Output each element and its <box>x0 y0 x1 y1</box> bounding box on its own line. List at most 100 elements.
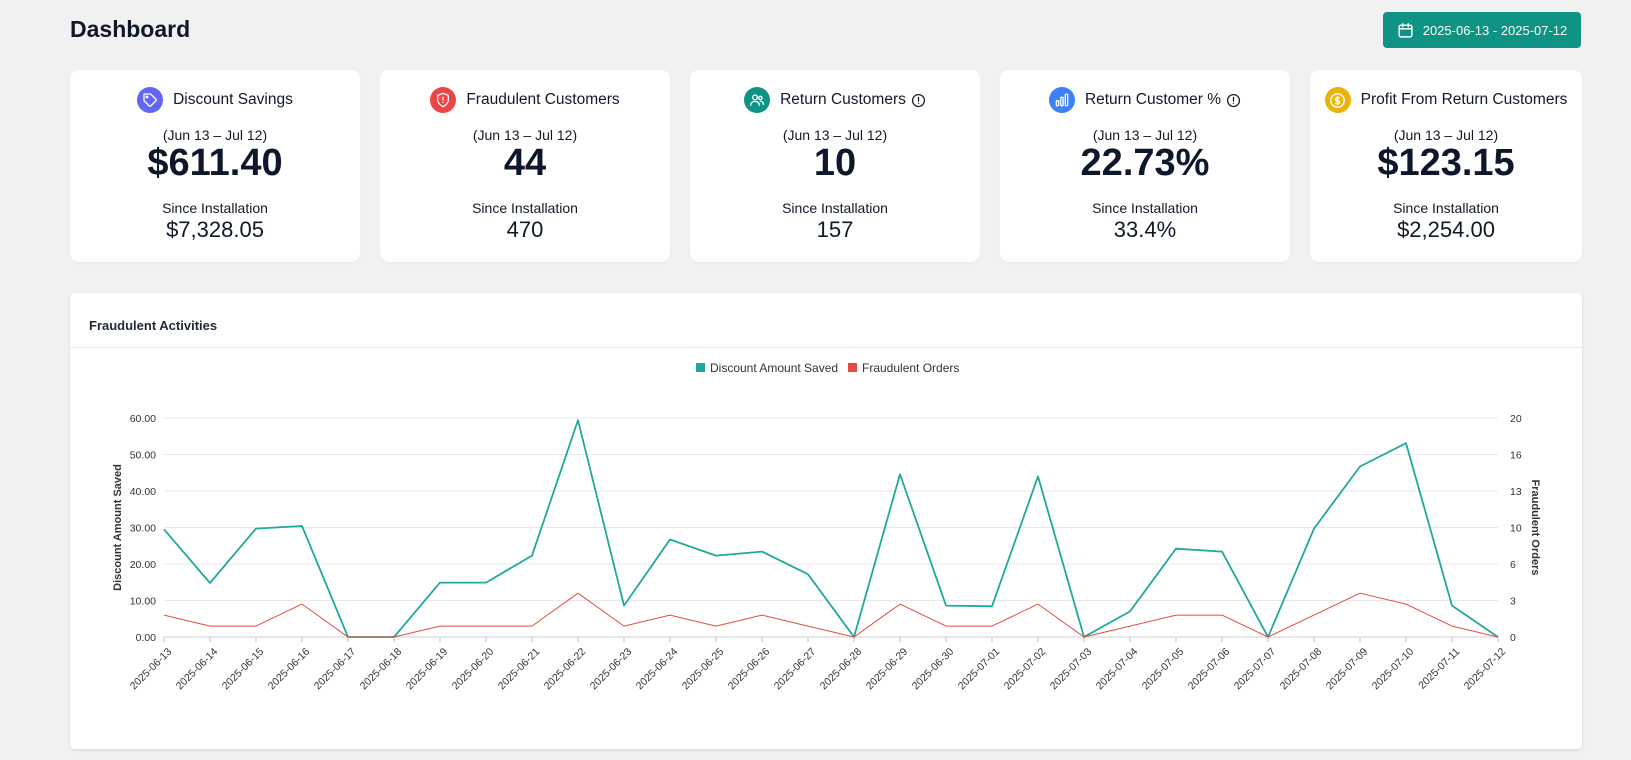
x-tick-label: 2025-06-23 <box>588 646 635 693</box>
info-icon[interactable] <box>1226 93 1241 108</box>
y-left-tick-label: 60.00 <box>130 413 156 425</box>
stats-cards: Discount Savings (Jun 13 – Jul 12) $611.40… <box>70 70 1582 262</box>
y-right-tick-label: 20 <box>1510 413 1522 425</box>
x-tick-label: 2025-07-09 <box>1324 646 1371 693</box>
x-tick-label: 2025-06-28 <box>818 646 865 693</box>
y-right-tick-label: 10 <box>1510 523 1522 535</box>
x-tick-label: 2025-06-15 <box>220 646 267 693</box>
y-left-tick-label: 40.00 <box>130 486 156 498</box>
card-since-label: Since Installation <box>472 200 578 216</box>
x-tick-label: 2025-06-18 <box>358 646 405 693</box>
page-title: Dashboard <box>70 16 191 42</box>
info-icon[interactable] <box>911 93 926 108</box>
card-value: $611.40 <box>147 142 283 184</box>
card-title: Discount Savings <box>173 91 293 108</box>
x-tick-label: 2025-07-07 <box>1232 646 1279 693</box>
panel-divider <box>70 347 1582 348</box>
x-tick-label: 2025-07-06 <box>1186 646 1233 693</box>
card-since-label: Since Installation <box>1393 200 1499 216</box>
x-tick-label: 2025-06-19 <box>404 646 451 693</box>
x-tick-label: 2025-06-14 <box>174 646 221 693</box>
x-tick-label: 2025-07-08 <box>1278 646 1325 693</box>
y-left-tick-label: 10.00 <box>130 596 156 608</box>
tag-icon <box>137 87 164 113</box>
y-right-tick-label: 6 <box>1510 559 1516 571</box>
calendar-icon <box>1397 22 1414 39</box>
discount-amount-series-line <box>163 419 1499 638</box>
card-header: Return Customers <box>690 87 980 113</box>
x-tick-label: 2025-07-01 <box>956 646 1003 693</box>
card-date-range: (Jun 13 – Jul 12) <box>1393 127 1499 143</box>
card-date-range: (Jun 13 – Jul 12) <box>472 127 578 143</box>
date-range-button[interactable]: 2025-06-13 - 2025-07-12 <box>1383 12 1581 48</box>
stat-card-3: Return Customers (Jun 13 – Jul 12) 10 Since… <box>690 70 980 262</box>
x-tick-label: 2025-07-05 <box>1140 646 1187 693</box>
card-since-label: Since Installation <box>782 200 888 216</box>
y-left-tick-label: 0.00 <box>136 632 157 644</box>
fraudulent-activities-panel: Fraudulent Activities 0.00 10.00 20.00 30.0… <box>70 293 1582 749</box>
x-tick-label: 2025-07-11 <box>1416 646 1462 692</box>
y-left-axis-title: Discount Amount Saved <box>112 464 124 591</box>
dollar-coin-icon <box>1324 87 1351 113</box>
legend-discount-amount-label: Discount Amount Saved <box>710 361 838 375</box>
x-tick-label: 2025-07-10 <box>1370 646 1417 693</box>
x-tick-label: 2025-06-26 <box>726 646 773 693</box>
card-since-value: $2,254.00 <box>1397 217 1495 242</box>
x-tick-label: 2025-06-13 <box>128 646 175 693</box>
y-left-tick-label: 50.00 <box>130 450 156 462</box>
y-right-tick-label: 0 <box>1510 632 1516 644</box>
card-title: Profit From Return Customers <box>1360 91 1568 108</box>
stat-card-1: Discount Savings (Jun 13 – Jul 12) $611.40… <box>70 70 360 262</box>
stat-card-5: Profit From Return Customers (Jun 13 – Ju… <box>1310 70 1582 262</box>
x-tick-label: 2025-07-02 <box>1002 646 1049 693</box>
x-tick-label: 2025-06-27 <box>772 646 819 693</box>
card-date-range: (Jun 13 – Jul 12) <box>162 127 268 143</box>
card-date-range: (Jun 13 – Jul 12) <box>782 127 888 143</box>
card-since-label: Since Installation <box>1092 200 1198 216</box>
x-tick-label: 2025-07-03 <box>1048 646 1095 693</box>
y-right-tick-label: 13 <box>1510 486 1522 498</box>
card-since-value: 33.4% <box>1113 217 1177 242</box>
x-tick-label: 2025-07-12 <box>1462 646 1509 693</box>
x-tick-label: 2025-06-16 <box>266 646 313 693</box>
y-right-axis-title: Fraudulent Orders <box>1529 480 1541 576</box>
card-date-range: (Jun 13 – Jul 12) <box>1092 127 1198 143</box>
x-tick-label: 2025-06-25 <box>680 646 727 693</box>
x-tick-label: 2025-06-20 <box>450 646 497 693</box>
card-value: $123.15 <box>1377 142 1515 184</box>
card-value: 44 <box>503 142 547 184</box>
card-title: Return Customers <box>780 91 906 108</box>
fraudulent-orders-series-line <box>163 592 1499 638</box>
y-right-tick-label: 16 <box>1510 450 1522 462</box>
y-left-tick-label: 20.00 <box>130 559 156 571</box>
stat-card-4: Return Customer % (Jun 13 – Jul 12) 22.73%… <box>1000 70 1290 262</box>
y-right-tick-label: 3 <box>1510 596 1516 608</box>
legend-discount-amount-swatch <box>696 363 705 372</box>
x-tick-label: 2025-07-04 <box>1094 646 1141 693</box>
card-header: Discount Savings <box>70 87 360 113</box>
card-title: Return Customer % <box>1084 91 1222 108</box>
card-header: Return Customer % <box>1000 87 1290 113</box>
date-range-label: 2025-06-13 - 2025-07-12 <box>1422 22 1568 38</box>
y-left-tick-label: 30.00 <box>130 523 156 535</box>
x-tick-label: 2025-06-22 <box>542 646 589 693</box>
card-header: Profit From Return Customers <box>1310 87 1582 113</box>
x-tick-label: 2025-06-30 <box>910 646 957 693</box>
bar-chart-icon <box>1048 87 1075 113</box>
legend-fraudulent-orders-label: Fraudulent Orders <box>862 361 959 375</box>
card-value: 10 <box>813 142 857 184</box>
card-value: 22.73% <box>1080 142 1210 184</box>
x-tick-label: 2025-06-29 <box>864 646 911 693</box>
legend-fraudulent-orders-swatch <box>848 363 857 372</box>
card-since-value: 470 <box>506 217 544 242</box>
x-tick-label: 2025-06-17 <box>312 646 359 693</box>
chart-panel-title: Fraudulent Activities <box>89 318 218 333</box>
card-since-label: Since Installation <box>162 200 268 216</box>
card-since-value: $7,328.05 <box>166 217 264 242</box>
shield-icon <box>430 87 457 113</box>
fraudulent-activities-chart: 0.00 10.00 20.00 30.00 40.00 50.00 60.00 0 3 6 10 1… <box>112 361 1541 693</box>
users-icon <box>744 87 771 113</box>
card-header: Fraudulent Customers <box>380 87 670 113</box>
x-tick-label: 2025-06-24 <box>634 646 681 693</box>
